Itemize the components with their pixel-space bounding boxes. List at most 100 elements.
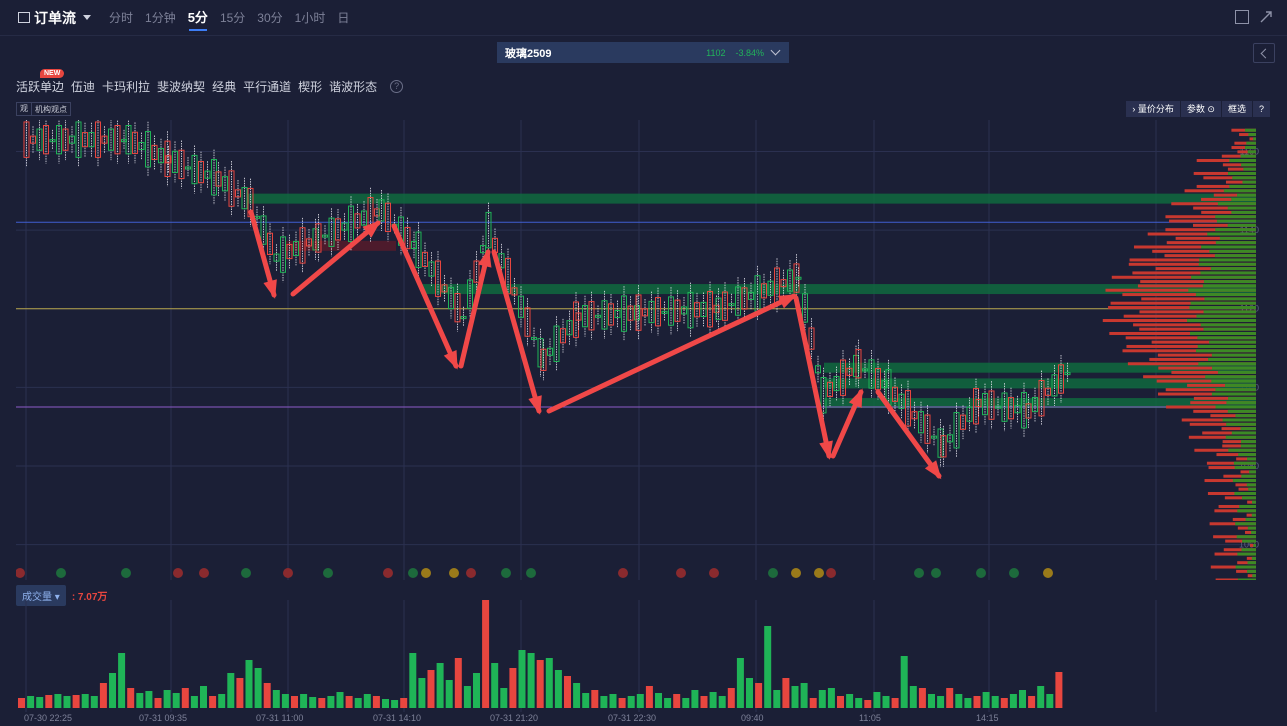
event-marker-19 [791,568,801,578]
candle-body [905,390,911,427]
tab-period-6[interactable]: 日 [337,10,350,25]
event-marker-5 [241,568,251,578]
symbol-selector[interactable]: 玻璃2509 1102 -3.84% [497,42,789,63]
annotation-arrow-1 [290,220,382,297]
volume-bar [1046,694,1054,708]
tab-period-1[interactable]: 1分钟 [145,10,176,25]
event-marker-17 [709,568,719,578]
y-tick-label: 1060 [1239,540,1259,550]
params-button[interactable]: 参数 ⊙ [1181,101,1222,117]
tool-0[interactable]: 活跃单边 NEW [16,69,65,95]
candle-body [787,269,793,292]
volume-profile-bar [1201,210,1256,214]
candle-body [802,293,808,323]
candle-body [125,125,132,155]
candle-body [588,301,595,331]
volume-profile-bar [1221,154,1256,158]
candle-body [728,303,735,307]
volume-profile-bar [1215,578,1256,580]
volume-bar [973,696,981,708]
tab-period-2[interactable]: 5分 [182,0,214,36]
volume-profile-bar-buy [1235,414,1256,418]
candle-body [56,125,62,155]
candle-body [931,435,937,439]
candle-body [1014,405,1021,414]
volume-bar [645,686,653,708]
tab-period-4[interactable]: 30分 [257,10,283,25]
volume-profile-bar-buy [1216,219,1256,223]
volume-profile-bar [1175,236,1256,240]
candle-body [1025,403,1032,419]
expand-icon[interactable] [1259,10,1273,24]
help-icon[interactable]: ? [390,80,404,93]
tool-3[interactable]: 斐波纳契 [157,80,206,94]
candle-body [635,294,642,331]
tab-period-3[interactable]: 15分 [219,10,246,25]
volume-bar [964,698,972,708]
volume-profile-bar-buy [1231,210,1256,214]
symbol-price: 1102 [706,47,726,58]
volume-profile-bar [1236,569,1256,573]
tool-7[interactable]: 谐波形态 [329,80,378,94]
tool-5[interactable]: 平行通道 [243,80,292,94]
candle-body [748,291,754,300]
new-badge: NEW [40,69,65,78]
candle-body [780,279,787,288]
candle-body [435,260,441,297]
volume-bar [618,698,626,708]
volume-bar [764,626,772,708]
chevron-down-icon [83,15,91,20]
candle-body [335,218,341,241]
candle-body [1032,396,1038,413]
tool-2[interactable]: 卡玛利拉 [102,80,151,94]
collapse-panel-button[interactable] [1253,43,1275,63]
rtools-help-icon[interactable]: ? [1253,101,1271,117]
volume-bar [700,696,708,708]
volume-profile-bar [1223,474,1256,478]
volume-bar [454,658,462,708]
candle-body [267,232,273,255]
tab-period-5[interactable]: 1小时 [294,10,326,25]
box-select-button[interactable]: 框选 [1222,101,1253,117]
volume-bar [318,698,326,708]
tool-4[interactable]: 经典 [212,80,237,94]
chart-type-selector[interactable]: 订单流 [18,8,91,28]
volume-profile-bar [1164,254,1256,258]
volume-profile-bar [1222,444,1256,448]
grid-layout-icon[interactable] [1235,10,1249,24]
volume-profile-button[interactable]: › 量价分布 [1126,101,1181,117]
candle-body [820,377,827,414]
volume-bar [163,690,171,708]
tool-1[interactable]: 伍迪 [71,80,96,94]
volume-profile-label: 量价分布 [1137,104,1174,114]
volume-profile-bar [1128,262,1256,266]
institution-view-button[interactable]: 观 机构观点 [16,102,71,116]
volume-indicator-selector[interactable]: 成交量 ▾ [16,585,66,606]
candle-body [448,286,454,310]
candle-body [1045,387,1051,396]
volume-profile-bar-buy [1235,522,1256,526]
price-chart[interactable]: 116011401120110010801060 [16,120,1271,580]
volume-profile-bar [1143,375,1256,379]
volume-bar [127,688,135,708]
volume-profile-bar [1231,146,1256,150]
volume-profile-bar-buy [1235,565,1256,569]
level-band-0 [248,193,1256,204]
volume-bar [491,663,499,708]
tool-6[interactable]: 楔形 [298,80,323,94]
volume-bar [363,694,371,708]
volume-bar [800,683,808,708]
annotation-arrow-3 [458,248,492,369]
volume-profile-bar-buy [1222,418,1256,422]
x-tick-label: 11:05 [859,713,881,723]
event-marker-11 [449,568,459,578]
volume-profile-bar-buy [1242,539,1256,543]
volume-bar [118,653,126,708]
candle-body [460,316,467,320]
tab-period-0[interactable]: 分时 [109,10,134,25]
volume-profile-bar-buy [1227,206,1256,210]
volume-profile-bar-buy [1251,556,1256,560]
candle-body [293,240,299,257]
volume-profile-bar [1203,176,1256,180]
candle-body [404,226,411,250]
